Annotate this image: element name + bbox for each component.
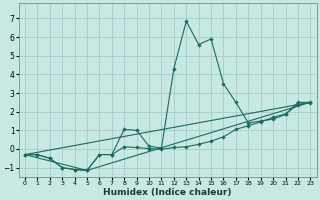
X-axis label: Humidex (Indice chaleur): Humidex (Indice chaleur) <box>103 188 232 197</box>
